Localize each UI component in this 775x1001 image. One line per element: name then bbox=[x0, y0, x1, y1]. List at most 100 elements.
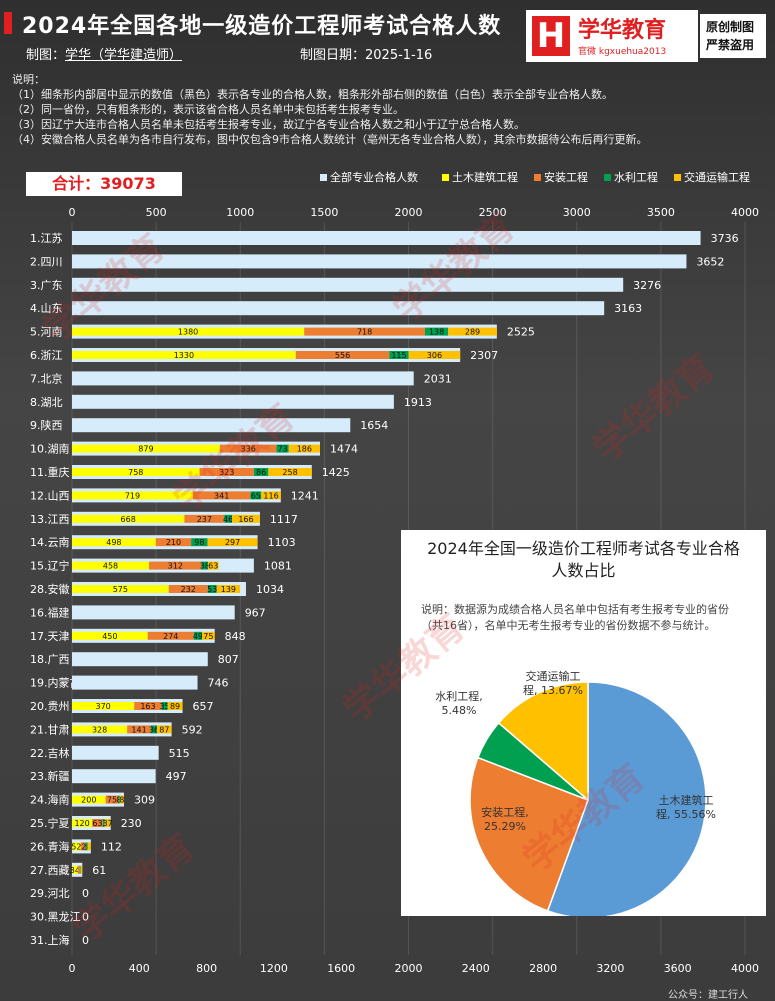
maker-label: 制图： bbox=[26, 48, 66, 63]
segment-bar bbox=[184, 514, 225, 523]
total-value-label: 1241 bbox=[291, 489, 319, 502]
segment-bar bbox=[276, 444, 289, 453]
segment-bar bbox=[72, 351, 296, 359]
total-value-label: 1654 bbox=[360, 419, 388, 432]
total-value-label: 967 bbox=[245, 606, 266, 619]
category-label: 12.山西 bbox=[30, 489, 70, 502]
total-value-label: 592 bbox=[182, 723, 203, 736]
segment-value-label: 450 bbox=[102, 632, 117, 641]
segment-bar bbox=[167, 702, 183, 710]
total-value-label: 1117 bbox=[270, 513, 298, 526]
segment-bar bbox=[250, 491, 262, 500]
legend-label: 水利工程 bbox=[614, 171, 658, 184]
pie-title: 2024年全国一级造价工程师考试各专业合格 人数占比 bbox=[401, 538, 766, 582]
total-value-label: 0 bbox=[82, 911, 89, 924]
segment-value-label: 186 bbox=[297, 445, 312, 454]
segment-bar bbox=[105, 795, 119, 804]
segment-bar bbox=[207, 538, 258, 547]
segment-value-label: 53 bbox=[207, 585, 217, 594]
total-value-label: 112 bbox=[101, 840, 122, 853]
note-item: （2）同一省份，只有粗条形的，表示该省合格人员名单中未包括考生报考专业。 bbox=[12, 103, 404, 116]
pie-note: 说明：数据源为成绩合格人员名单中包括有考生报考专业的省份 （共16省），名单中无… bbox=[421, 602, 751, 634]
category-label: 19.内蒙古 bbox=[30, 676, 81, 690]
legend-swatch bbox=[674, 174, 681, 181]
segment-bar bbox=[119, 795, 124, 804]
segment-value-label: 328 bbox=[92, 725, 107, 734]
total-value-label: 3652 bbox=[696, 255, 724, 268]
segment-value-label: 458 bbox=[103, 562, 118, 571]
total-bar bbox=[72, 301, 605, 316]
segment-bar bbox=[268, 468, 312, 476]
segment-bar bbox=[72, 702, 135, 710]
segment-bar bbox=[72, 491, 193, 500]
footer-credit: 公众号：建工行人 bbox=[668, 990, 748, 1001]
segment-value-label: 1380 bbox=[178, 328, 198, 337]
pie-slice-label: 土木建筑工 bbox=[659, 793, 714, 807]
total-bar bbox=[72, 371, 414, 386]
segment-bar bbox=[232, 514, 260, 523]
category-label: 16.福建 bbox=[30, 605, 70, 619]
pie-slice bbox=[497, 681, 589, 802]
total-value-label: 2031 bbox=[424, 372, 452, 385]
segment-bar bbox=[85, 842, 88, 851]
x-tick-label-top: 0 bbox=[69, 206, 76, 219]
total-value-label: 1103 bbox=[268, 536, 296, 549]
category-label: 8.湖北 bbox=[30, 396, 63, 409]
segment-bar bbox=[72, 444, 220, 453]
category-label: 6.浙江 bbox=[30, 349, 63, 362]
segment-value-label: 89 bbox=[170, 702, 180, 711]
total-bar bbox=[72, 675, 198, 690]
total-value-label: 3163 bbox=[614, 302, 642, 315]
pie-slice-label: 程, 55.56% bbox=[656, 808, 716, 821]
segment-value-label: 341 bbox=[214, 491, 229, 500]
pie-slice bbox=[546, 681, 707, 916]
segment-bar bbox=[168, 585, 208, 593]
category-label: 27.西藏 bbox=[30, 864, 70, 877]
x-tick-label-bottom: 1200 bbox=[260, 962, 288, 975]
segment-bar bbox=[118, 795, 120, 804]
category-label: 28.安徽 bbox=[30, 582, 70, 596]
stamp-line-2: 严禁盗用 bbox=[706, 38, 755, 52]
total-badge: 合计：39073 bbox=[26, 172, 182, 196]
segment-value-label: 75 bbox=[107, 796, 117, 805]
segment-value-label: 556 bbox=[335, 351, 350, 360]
segment-value-label: 200 bbox=[81, 796, 96, 805]
segment-bar bbox=[149, 561, 202, 570]
segment-value-label: 116 bbox=[263, 491, 278, 500]
legend-swatch bbox=[320, 174, 327, 181]
segment-bar bbox=[253, 468, 269, 476]
legend-label: 全部专业合格人数 bbox=[330, 170, 418, 184]
segment-bar bbox=[191, 538, 208, 547]
segment-bar bbox=[161, 702, 168, 710]
segment-bar bbox=[102, 819, 105, 827]
total-bar bbox=[72, 605, 235, 620]
pie-slice-label: 25.29% bbox=[484, 820, 526, 833]
category-label: 1.江苏 bbox=[30, 232, 63, 245]
x-tick-label-top: 2500 bbox=[479, 206, 507, 219]
segment-bar bbox=[216, 585, 241, 593]
total-bar bbox=[72, 231, 701, 245]
segment-bar bbox=[202, 631, 215, 640]
segment-value-label: 35 bbox=[160, 702, 170, 711]
pie-slice-label: 5.48% bbox=[442, 704, 477, 717]
segment-value-label: 86 bbox=[256, 468, 266, 477]
category-label: 5.河南 bbox=[30, 326, 63, 339]
x-tick-label-top: 3000 bbox=[563, 206, 591, 219]
total-value-label: 1034 bbox=[256, 583, 284, 596]
segment-bar bbox=[193, 631, 203, 640]
segment-bar bbox=[92, 819, 103, 827]
segment-bar bbox=[219, 444, 277, 453]
segment-value-label: 306 bbox=[427, 351, 442, 360]
segment-value-label: 1330 bbox=[174, 351, 194, 360]
pie-title-line-2: 人数占比 bbox=[551, 561, 616, 580]
segment-value-label: 879 bbox=[138, 445, 153, 454]
category-label: 11.重庆 bbox=[30, 465, 70, 479]
total-bar bbox=[72, 745, 159, 760]
segment-value-label: 73 bbox=[277, 445, 287, 454]
total-bar bbox=[72, 418, 351, 433]
segment-bar bbox=[72, 865, 78, 874]
maker-line: 制图：学华（学华建造师） bbox=[26, 44, 182, 63]
logo-mark-icon: H bbox=[532, 16, 570, 56]
x-tick-label-top: 1500 bbox=[310, 206, 338, 219]
